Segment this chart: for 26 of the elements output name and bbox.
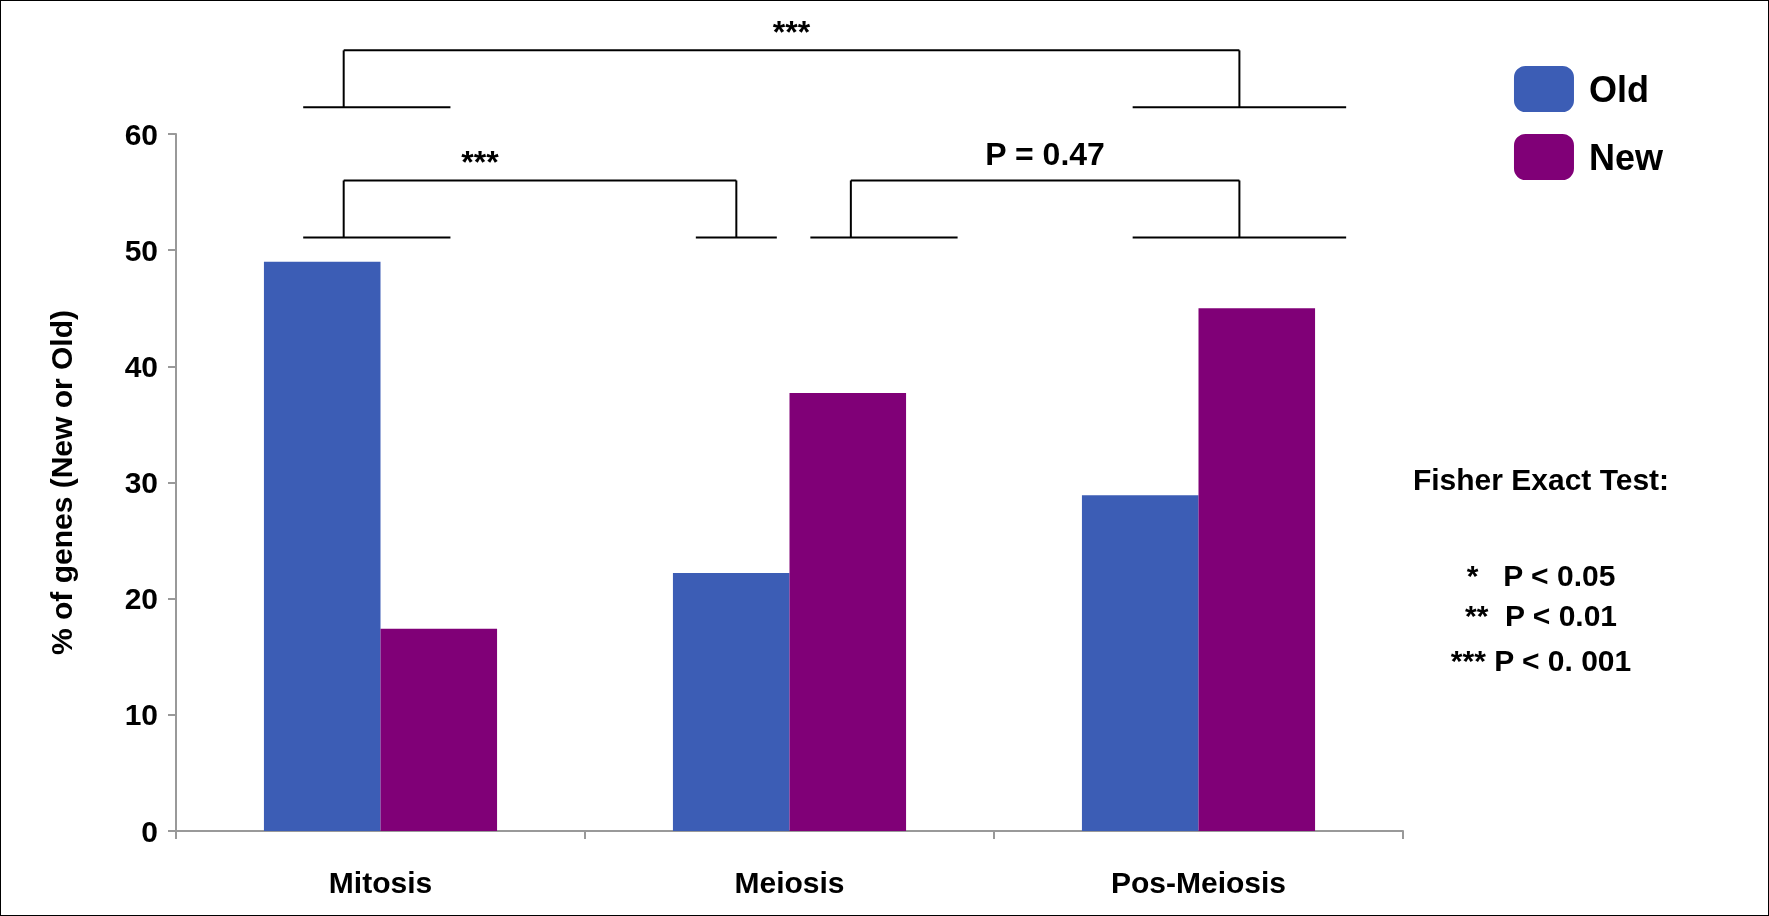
y-tick-label: 40 xyxy=(124,349,158,383)
text: *** P < 0. 001 xyxy=(1450,644,1632,678)
bar xyxy=(380,628,498,831)
y-tick-label: 60 xyxy=(124,117,158,151)
legend-label: Old xyxy=(1588,68,1649,110)
y-tick-label: 0 xyxy=(141,814,158,848)
text: Fisher Exact Test: xyxy=(1412,463,1670,497)
bar xyxy=(789,393,907,831)
x-tick-label: Mitosis xyxy=(328,865,433,899)
y-tick-label: 30 xyxy=(124,466,158,499)
bar xyxy=(1081,495,1199,831)
y-tick-label: 10 xyxy=(124,698,158,732)
text: ** P < 0.01 xyxy=(1464,599,1618,633)
text: * P < 0.05 xyxy=(1466,559,1616,593)
x-tick-label: Pos-Meiosis xyxy=(1110,865,1287,899)
annotation: P = 0.47 xyxy=(985,135,1105,173)
y-tick-label: 50 xyxy=(124,233,158,267)
bar xyxy=(672,573,790,831)
bar xyxy=(263,261,381,831)
y-axis-title: % of genes (New or Old) xyxy=(44,309,78,656)
text: *** xyxy=(772,13,811,51)
bar xyxy=(1198,308,1316,831)
y-tick-label: 20 xyxy=(124,582,158,616)
annotation: *** xyxy=(461,143,499,181)
legend-label: New xyxy=(1588,136,1664,178)
x-tick-label: Meiosis xyxy=(734,865,845,899)
